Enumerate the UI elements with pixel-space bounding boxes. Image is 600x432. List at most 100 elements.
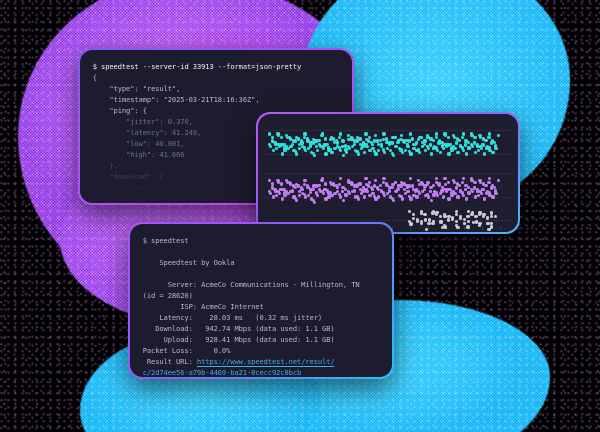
chart-dot [408, 220, 412, 224]
chart-dot [285, 189, 289, 193]
chart-dot [438, 191, 442, 196]
chart-dot [317, 183, 321, 188]
chart-dot [390, 151, 394, 156]
chart-dot [347, 191, 352, 196]
chart-dot [394, 145, 399, 149]
chart-dot [339, 195, 343, 199]
chart-dot [381, 137, 386, 141]
chart-dot [390, 141, 394, 145]
json-line-6: "low": 40.801, [92, 139, 185, 149]
chart-dot [453, 191, 457, 196]
chart-dot [438, 139, 442, 143]
chart-dot [411, 187, 416, 192]
chart-dot [493, 144, 498, 149]
json-line-5: "latency": 41.249, [92, 127, 202, 137]
chart-dot [493, 189, 498, 194]
chart-dot [400, 180, 404, 185]
chart-dot [475, 142, 479, 146]
chart-dot [446, 135, 451, 139]
chart-dot [490, 211, 494, 215]
chart-dot [391, 154, 396, 158]
chart-dot [329, 135, 334, 140]
chart-dot [465, 152, 469, 156]
chart-dot [439, 220, 443, 224]
terminal-window-result[interactable]: $ speedtest Speedtest by Ookla Server: A… [128, 222, 394, 379]
chart-dot [346, 134, 350, 138]
chart-dot [487, 132, 492, 136]
chart-dot [359, 142, 363, 147]
chart-dot [443, 177, 447, 181]
chart-dot [329, 191, 333, 195]
chart-dot [302, 135, 307, 140]
chart-dot [470, 212, 474, 217]
chart-dot [359, 146, 363, 151]
chart-dot [385, 141, 389, 145]
chart-dot [326, 146, 331, 150]
chart-dot [373, 134, 377, 138]
chart-dot [456, 195, 460, 199]
chart-dot [368, 148, 372, 153]
chart-dot [335, 141, 339, 145]
chart-dot [426, 135, 430, 140]
chart-dot [411, 142, 416, 147]
chart-dot [283, 148, 287, 153]
terminal-window-graph[interactable] [256, 112, 520, 234]
chart-dot [364, 132, 368, 136]
chart-dot [449, 191, 454, 195]
result-url-link-part2[interactable]: c/2d74ee56-a79b-4469-ba21-0cecc92c8bcb [142, 368, 302, 378]
chart-dot [490, 186, 494, 190]
chart-dot [419, 136, 424, 140]
chart-dot [367, 180, 372, 184]
chart-dot [490, 141, 494, 145]
chart-dot [291, 189, 295, 193]
chart-dot [452, 180, 457, 185]
chart-dot [460, 180, 465, 185]
chart-dot [353, 139, 357, 143]
chart-dot [471, 220, 476, 224]
chart-dot [487, 227, 491, 232]
chart-gridline-2 [263, 173, 513, 175]
chart-dot [352, 142, 356, 146]
chart-dot [361, 189, 365, 193]
chart-dot [309, 187, 313, 192]
chart-dot [417, 182, 421, 186]
chart-dot [267, 132, 271, 136]
chart-dot [374, 197, 378, 201]
chart-dot [418, 150, 422, 154]
chart-dot [434, 191, 438, 195]
chart-dot [396, 187, 400, 191]
chart-dot [489, 225, 494, 229]
chart-dot [493, 185, 497, 190]
chart-dot [463, 143, 468, 147]
chart-dot [487, 191, 491, 195]
result-url-link-part1[interactable]: https://www.speedtest.net/result/ [196, 357, 335, 367]
chart-dot [297, 189, 301, 193]
chart-dot [393, 136, 397, 140]
chart-dot [408, 139, 412, 143]
chart-dot [408, 132, 413, 136]
chart-dot [419, 221, 423, 226]
chart-dot [437, 182, 441, 187]
chart-dot [411, 212, 416, 217]
chart-dot [301, 191, 305, 196]
chart-dot [296, 137, 301, 142]
chart-dot [425, 134, 430, 138]
chart-dot [375, 139, 380, 143]
chart-dot [292, 148, 296, 153]
chart-dot [387, 189, 391, 193]
chart-dot [332, 182, 336, 187]
chart-dot [447, 214, 451, 218]
chart-dot [347, 146, 352, 151]
chart-dot [374, 152, 378, 156]
json-line-3: "ping": { [92, 105, 147, 115]
chart-dot [408, 209, 412, 213]
chart-dot [479, 135, 483, 140]
chart-dot [415, 148, 419, 153]
chart-dot [320, 189, 324, 193]
chart-dot [405, 186, 410, 190]
chart-dot [423, 139, 427, 143]
chart-dot [461, 132, 465, 136]
chart-dot [358, 137, 362, 142]
chart-dot [463, 188, 468, 192]
chart-x-tick [409, 226, 411, 231]
